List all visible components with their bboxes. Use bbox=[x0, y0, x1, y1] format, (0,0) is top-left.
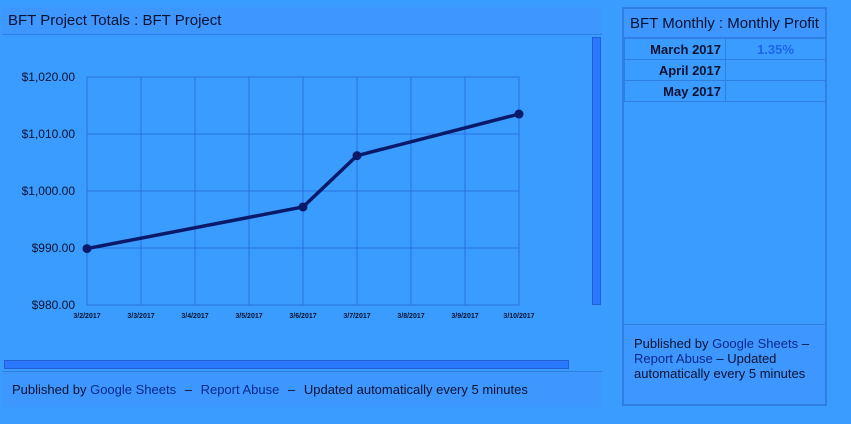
published-by-text: Published by bbox=[634, 336, 709, 351]
series-line bbox=[86, 112, 520, 251]
x-tick-label: 3/10/2017 bbox=[503, 313, 534, 320]
x-axis-labels: 3/2/2017 3/3/2017 3/4/2017 3/5/2017 3/6/2017… bbox=[73, 313, 534, 320]
table-row: May 2017 bbox=[624, 80, 826, 102]
y-tick-label: $990.00 bbox=[32, 241, 76, 255]
vertical-scrollbar[interactable] bbox=[592, 37, 601, 305]
chart-series bbox=[82, 109, 524, 254]
right-footer: Published by Google Sheets – Report Abus… bbox=[624, 324, 825, 404]
y-tick-label: $1,010.00 bbox=[22, 127, 76, 141]
x-tick-label: 3/2/2017 bbox=[73, 313, 100, 320]
data-point bbox=[514, 109, 524, 119]
monthly-profit-table: March 2017 1.35% April 2017 May 2017 bbox=[624, 38, 826, 102]
left-panel: BFT Project Totals : BFT Project $980.00… bbox=[2, 7, 602, 407]
month-cell: May 2017 bbox=[624, 80, 726, 102]
y-tick-label: $1,020.00 bbox=[22, 70, 76, 84]
google-sheets-link[interactable]: Google Sheets bbox=[712, 336, 799, 351]
data-point bbox=[352, 151, 362, 161]
table-title: BFT Monthly : Monthly Profit bbox=[624, 9, 825, 38]
update-notice: Updated automatically every 5 minutes bbox=[303, 382, 528, 397]
table-row: March 2017 1.35% bbox=[624, 38, 826, 60]
value-cell: 1.35% bbox=[725, 38, 826, 60]
value-cell bbox=[725, 80, 826, 102]
x-tick-label: 3/8/2017 bbox=[397, 313, 424, 320]
right-panel: BFT Monthly : Monthly Profit March 2017 … bbox=[622, 7, 827, 406]
x-tick-label: 3/7/2017 bbox=[343, 313, 370, 320]
line-chart: $980.00 $990.00 $1,000.00 $1,010.00 $1,020.0… bbox=[22, 70, 535, 320]
report-abuse-link[interactable]: Report Abuse bbox=[200, 382, 280, 397]
month-cell: April 2017 bbox=[624, 59, 726, 81]
month-cell: March 2017 bbox=[624, 38, 726, 60]
x-tick-label: 3/6/2017 bbox=[289, 313, 316, 320]
separator: – bbox=[287, 382, 296, 397]
x-tick-label: 3/9/2017 bbox=[451, 313, 478, 320]
horizontal-scrollbar[interactable] bbox=[4, 360, 569, 369]
table-row: April 2017 bbox=[624, 59, 826, 81]
data-point bbox=[298, 202, 308, 212]
data-point bbox=[82, 244, 92, 254]
google-sheets-link[interactable]: Google Sheets bbox=[90, 382, 177, 397]
x-tick-label: 3/3/2017 bbox=[127, 313, 154, 320]
separator: – bbox=[184, 382, 192, 397]
left-footer: Published by Google Sheets – Report Abus… bbox=[2, 371, 602, 407]
y-tick-label: $1,000.00 bbox=[22, 184, 76, 198]
report-abuse-link[interactable]: Report Abuse bbox=[634, 351, 713, 366]
y-tick-label: $980.00 bbox=[32, 298, 76, 312]
separator: – bbox=[801, 336, 809, 351]
value-cell bbox=[725, 59, 826, 81]
y-axis-labels: $980.00 $990.00 $1,000.00 $1,010.00 $1,020.0… bbox=[22, 70, 76, 312]
chart-title: BFT Project Totals : BFT Project bbox=[2, 7, 602, 35]
x-tick-label: 3/4/2017 bbox=[181, 313, 208, 320]
chart-grid bbox=[86, 76, 520, 306]
update-notice: Updated automatically every 5 minutes bbox=[634, 351, 806, 381]
published-by-text: Published by bbox=[12, 382, 87, 397]
x-tick-label: 3/5/2017 bbox=[235, 313, 262, 320]
separator: – bbox=[716, 351, 724, 366]
